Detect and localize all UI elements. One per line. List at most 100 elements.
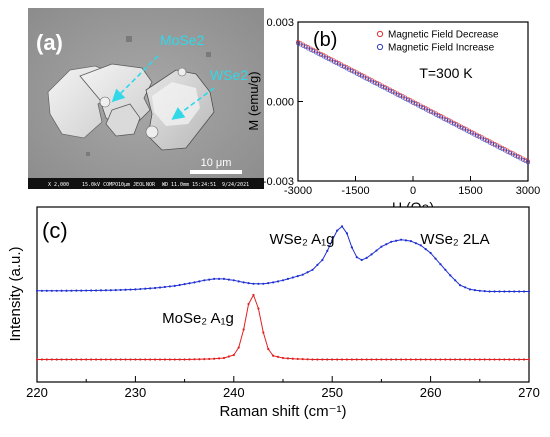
raman-point <box>144 358 147 361</box>
raman-point <box>203 358 206 361</box>
raman-point <box>109 358 112 361</box>
raman-point <box>198 280 201 283</box>
raman-point <box>355 358 358 361</box>
x-tick-label: 260 <box>420 385 442 400</box>
raman-point <box>173 284 176 287</box>
legend-label: Magnetic Field Increase <box>388 43 495 54</box>
raman-point <box>385 243 388 246</box>
raman-point <box>336 229 339 232</box>
wse2-arrow-label: WSe2 <box>210 67 248 83</box>
raman-point <box>104 358 107 361</box>
peak-label-mose2-a1g: MoSe₂ A₁g <box>162 310 234 327</box>
raman-point <box>222 277 226 280</box>
raman-point <box>227 355 230 358</box>
raman-point <box>153 286 157 290</box>
panel-c-raman-chart: 220 230 240 250 260 270 (c) Raman shift (cm⁻¹… <box>7 206 540 420</box>
raman-point <box>316 263 319 266</box>
raman-point <box>414 242 417 245</box>
raman-point <box>331 358 334 361</box>
raman-point <box>208 357 211 361</box>
raman-point <box>449 274 452 277</box>
peak-label-wse2-2la: WSe₂ 2LA <box>420 231 489 248</box>
raman-point <box>296 357 299 361</box>
raman-point <box>390 358 393 361</box>
flake-shape <box>105 103 141 137</box>
x-tick-label: 1500 <box>458 185 482 197</box>
raman-point <box>350 358 353 361</box>
raman-point <box>370 358 373 361</box>
raman-point <box>404 239 408 242</box>
raman-point <box>149 358 152 361</box>
raman-point <box>158 358 162 361</box>
peak-label-wse2-a1g: WSe₂ A₁g <box>269 231 334 248</box>
x-tick-label: 230 <box>125 385 147 400</box>
raman-point <box>188 282 191 285</box>
raman-point <box>99 289 103 292</box>
raman-point <box>454 279 457 282</box>
sem-info-text: X 2,000 <box>48 182 69 188</box>
legend-marker-decrease <box>376 30 384 38</box>
raman-point <box>365 358 368 361</box>
raman-point <box>454 358 457 361</box>
raman-point <box>414 358 417 361</box>
mh-point <box>526 159 530 164</box>
raman-point <box>316 358 319 361</box>
raman-point <box>203 279 206 282</box>
raman-point <box>340 358 344 361</box>
raman-point <box>90 289 93 292</box>
temperature-annotation: T=300 K <box>419 65 473 81</box>
raman-point <box>281 279 285 282</box>
raman-point <box>483 290 486 293</box>
raman-point <box>55 289 58 292</box>
x-tick-label: 240 <box>223 385 245 400</box>
y-tick-label: 0.003 <box>266 17 294 29</box>
raman-point <box>168 285 171 288</box>
raman-point <box>419 244 422 247</box>
raman-point <box>459 358 462 361</box>
y-axis-label: M (emu/g) <box>246 71 261 130</box>
raman-point <box>85 358 88 361</box>
raman-point <box>449 358 452 361</box>
y-axis-label: Intensity (a.u.) <box>7 246 24 341</box>
x-tick-label: -3000 <box>284 185 312 197</box>
raman-point <box>286 357 290 360</box>
raman-point <box>380 358 383 361</box>
raman-point <box>163 285 167 289</box>
raman-point <box>94 358 98 361</box>
raman-point <box>473 289 476 292</box>
raman-point <box>340 225 344 228</box>
raman-point <box>345 358 349 361</box>
raman-point <box>267 347 270 351</box>
raman-point <box>124 358 127 361</box>
raman-point <box>129 288 132 291</box>
raman-point <box>345 232 349 235</box>
raman-point <box>242 328 245 331</box>
raman-point <box>527 358 531 361</box>
raman-point <box>217 277 221 280</box>
flake-highlight <box>152 82 200 126</box>
particle <box>206 52 211 57</box>
raman-point <box>399 238 403 241</box>
raman-point <box>85 289 88 292</box>
raman-point <box>399 358 403 361</box>
raman-point <box>272 281 275 284</box>
raman-point <box>183 358 186 361</box>
raman-point <box>217 357 221 360</box>
raman-point <box>119 358 122 361</box>
raman-point <box>262 331 265 334</box>
raman-point <box>237 346 240 349</box>
raman-point <box>60 289 63 292</box>
raman-point <box>429 358 432 361</box>
raman-point <box>134 288 137 291</box>
raman-point <box>80 289 83 292</box>
sem-info-text: NOR <box>146 182 156 188</box>
mh-series-group <box>296 39 530 165</box>
raman-point <box>488 290 491 293</box>
raman-point <box>321 258 324 262</box>
axis-ticks: 220 230 240 250 260 270 <box>26 376 540 400</box>
raman-point <box>252 293 255 297</box>
raman-point <box>99 358 103 361</box>
sem-info-text: WD 11.0mm 15:24:51 <box>162 182 216 188</box>
raman-point <box>35 358 39 361</box>
